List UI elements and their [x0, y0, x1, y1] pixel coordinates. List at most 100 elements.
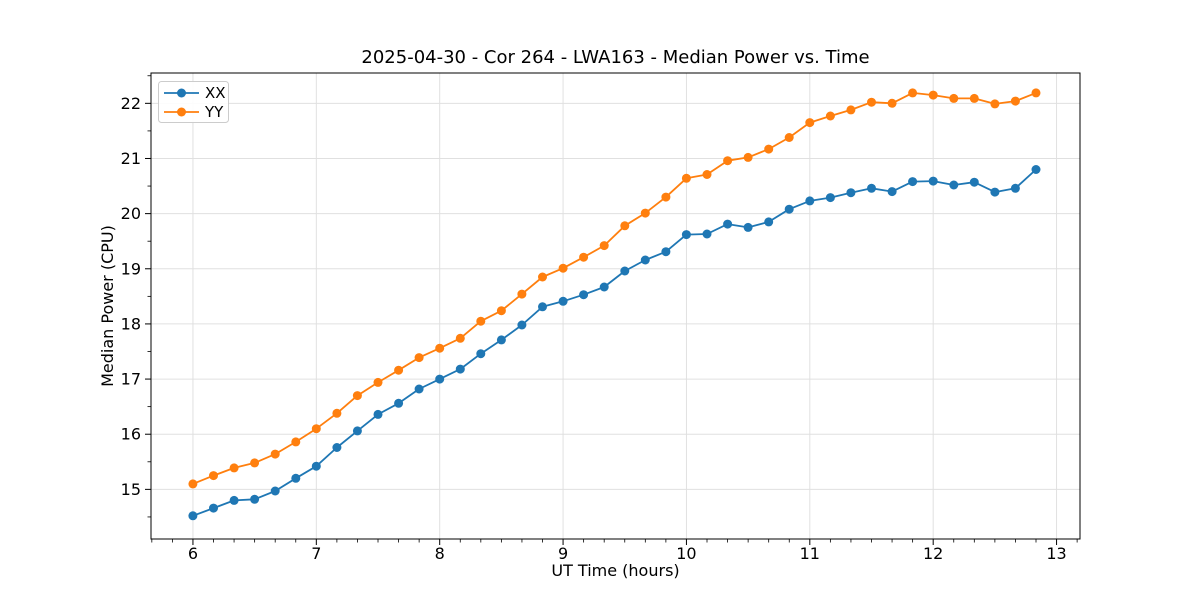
grid-layer [151, 73, 1080, 539]
x-tick-label: 11 [800, 544, 820, 563]
data-point-XX [538, 302, 547, 312]
data-point-YY [928, 90, 938, 100]
data-point-XX [620, 266, 630, 276]
data-point-XX [969, 177, 979, 187]
legend-marker-YY [177, 107, 186, 117]
x-axis-label: UT Time (hours) [551, 561, 679, 580]
data-point-YY [702, 170, 712, 179]
data-point-XX [394, 398, 404, 408]
x-tick-label: 10 [676, 544, 696, 563]
data-point-YY [805, 118, 815, 128]
data-point-YY [352, 391, 362, 401]
data-point-XX [476, 349, 486, 359]
y-tick-label: 19 [121, 259, 141, 278]
x-tick-label: 6 [188, 544, 198, 563]
data-point-YY [887, 98, 897, 108]
data-point-YY [1031, 88, 1041, 98]
data-point-XX [702, 229, 712, 239]
data-point-YY [496, 306, 506, 316]
data-point-XX [723, 219, 733, 229]
data-point-YY [229, 463, 239, 473]
data-point-YY [291, 437, 301, 447]
data-point-YY [743, 152, 753, 162]
data-point-XX [1031, 165, 1041, 174]
data-point-XX [209, 503, 218, 513]
data-point-XX [867, 183, 876, 193]
data-point-YY [620, 221, 630, 231]
data-point-XX [599, 282, 609, 292]
data-point-YY [599, 241, 609, 251]
data-point-YY [332, 408, 342, 418]
y-tick-label: 17 [121, 370, 141, 389]
data-point-XX [928, 176, 938, 186]
data-point-YY [723, 156, 733, 166]
data-point-YY [250, 458, 260, 468]
data-point-XX [332, 443, 342, 452]
data-point-YY [455, 333, 465, 343]
data-point-XX [825, 193, 835, 203]
data-point-XX [373, 409, 383, 419]
data-point-YY [394, 365, 404, 375]
data-point-XX [496, 335, 506, 345]
data-point-XX [764, 217, 774, 227]
data-point-YY [867, 97, 876, 107]
data-point-YY [764, 144, 774, 154]
data-point-XX [229, 495, 239, 505]
data-point-YY [414, 353, 424, 363]
data-point-YY [1010, 96, 1020, 106]
data-point-XX [949, 180, 959, 190]
data-point-XX [681, 230, 691, 240]
y-tick-label: 18 [121, 314, 141, 333]
data-point-YY [908, 88, 918, 98]
data-point-YY [209, 471, 218, 481]
data-point-YY [373, 377, 383, 387]
data-point-XX [455, 364, 465, 374]
data-point-XX [352, 426, 362, 436]
data-point-YY [990, 99, 1000, 109]
x-tick-label: 8 [435, 544, 445, 563]
data-point-XX [784, 204, 794, 214]
chart-title: 2025-04-30 - Cor 264 - LWA163 - Median P… [361, 47, 869, 68]
data-point-XX [517, 320, 527, 330]
data-point-YY [188, 479, 198, 489]
plot-border [150, 72, 1081, 540]
y-tick-label: 16 [121, 425, 141, 444]
y-tick-label: 21 [121, 149, 141, 168]
data-point-XX [435, 374, 445, 384]
data-point-XX [908, 177, 918, 187]
data-point-XX [414, 384, 424, 394]
data-point-YY [640, 208, 650, 218]
data-point-XX [846, 188, 856, 198]
data-point-YY [558, 263, 568, 273]
data-point-XX [661, 247, 671, 257]
data-point-YY [681, 173, 691, 183]
data-point-YY [661, 192, 671, 202]
data-point-XX [1010, 183, 1020, 193]
data-point-YY [969, 93, 979, 103]
data-point-XX [640, 255, 650, 265]
data-point-XX [990, 187, 1000, 197]
data-point-YY [311, 424, 321, 434]
data-point-YY [517, 289, 527, 299]
data-point-XX [291, 473, 301, 483]
legend-marker-XX [177, 88, 186, 98]
x-tick-label: 9 [558, 544, 568, 563]
y-axis-label: Median Power (CPU) [98, 225, 117, 387]
y-tick-label: 20 [121, 204, 141, 223]
data-point-YY [579, 252, 589, 262]
x-tick-label: 7 [311, 544, 321, 563]
data-point-YY [784, 133, 794, 142]
data-point-YY [949, 93, 959, 103]
data-point-XX [743, 222, 753, 232]
data-point-YY [846, 105, 856, 115]
data-point-XX [311, 461, 321, 471]
data-point-XX [270, 486, 280, 496]
legend-label-YY: YY [204, 103, 224, 121]
data-point-YY [538, 272, 547, 282]
data-series-layer [188, 88, 1041, 521]
data-point-XX [579, 290, 589, 300]
data-point-XX [558, 296, 568, 306]
axes-ticks-layer: 6 7 8 9 10 11 12 13 15 16 17 18 19 20 21 22 [121, 75, 1078, 563]
